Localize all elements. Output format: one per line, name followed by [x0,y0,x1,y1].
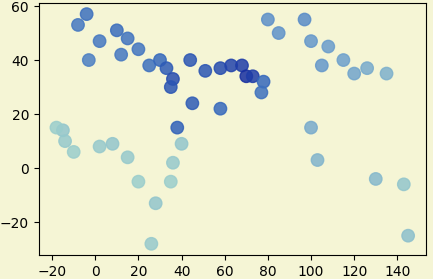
Point [124,155,131,160]
Point [124,36,131,41]
Point [202,69,209,73]
Point [167,179,174,184]
Point [372,177,379,181]
Point [169,77,176,81]
Point [314,158,321,162]
Point [187,58,194,62]
Point [318,63,325,68]
Point [148,242,155,246]
Point [163,66,170,70]
Point [113,28,120,33]
Point [239,63,246,68]
Point [85,58,92,62]
Point [351,71,358,76]
Point [167,85,174,89]
Point [96,144,103,149]
Point [135,179,142,184]
Point [307,125,314,130]
Point [401,182,407,187]
Point [83,12,90,16]
Point [228,63,235,68]
Point [59,128,66,133]
Point [118,52,125,57]
Point [169,160,176,165]
Point [325,44,332,49]
Point [178,141,185,146]
Point [301,17,308,22]
Point [96,39,103,43]
Point [249,74,256,78]
Point [307,39,314,43]
Point [157,58,164,62]
Point [217,66,224,70]
Point [174,125,181,130]
Point [70,150,77,154]
Point [61,139,68,143]
Point [275,31,282,35]
Point [146,63,153,68]
Point [152,201,159,206]
Point [189,101,196,105]
Point [258,90,265,95]
Point [364,66,371,70]
Point [53,125,60,130]
Point [265,17,271,22]
Point [243,74,250,78]
Point [135,47,142,51]
Point [109,141,116,146]
Point [340,58,347,62]
Point [260,80,267,84]
Point [217,107,224,111]
Point [74,23,81,27]
Point [405,234,412,238]
Point [383,71,390,76]
